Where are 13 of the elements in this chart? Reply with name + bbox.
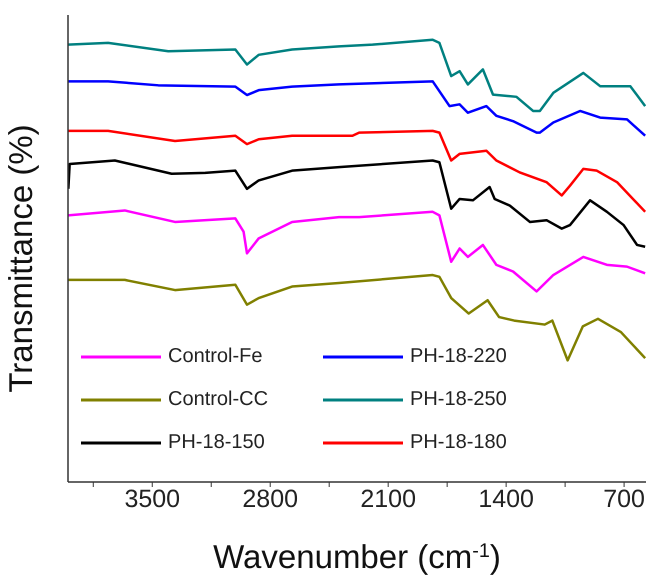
legend-label: PH-18-150	[168, 431, 265, 454]
legend-label: PH-18-180	[410, 431, 507, 454]
x-tick-label: 2800	[242, 484, 298, 513]
x-tick-label: 1400	[478, 484, 534, 513]
legend-label: Control-CC	[168, 388, 268, 411]
y-axis-title: Transmittance (%)	[2, 124, 39, 393]
x-tick-label: 3500	[124, 484, 180, 513]
x-tick-label: 700	[603, 484, 645, 513]
legend-label: Control-Fe	[168, 345, 262, 368]
legend-label: PH-18-220	[410, 345, 507, 368]
legend-label: PH-18-250	[410, 388, 507, 411]
x-axis-title: Wavenumber (cm$^{-1}$)	[213, 538, 501, 575]
x-tick-label: 2100	[360, 484, 416, 513]
